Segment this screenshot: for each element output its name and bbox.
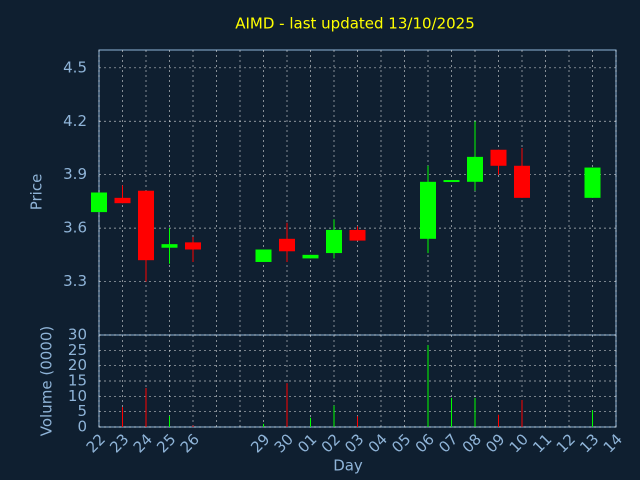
x-tick-label: 06	[412, 430, 438, 456]
x-tick-label: 24	[130, 430, 156, 456]
candle-body	[490, 149, 507, 166]
candle-body	[185, 242, 201, 250]
y-axis-label: Price	[28, 174, 46, 211]
candle-body	[349, 229, 366, 241]
x-tick-label: 04	[365, 430, 391, 456]
x-tick-label: 07	[435, 430, 461, 456]
x-tick-label: 14	[600, 430, 626, 456]
candle-body	[255, 249, 272, 262]
y2-tick-label: 0	[77, 418, 87, 436]
x-tick-label: 09	[482, 430, 508, 456]
x-tick-label: 23	[106, 430, 132, 456]
x-tick-label: 29	[247, 430, 273, 456]
candle-body	[326, 229, 342, 254]
y2-tick-label: 25	[68, 341, 87, 359]
x-tick-label: 10	[506, 430, 532, 456]
candle-body	[443, 180, 460, 183]
y-tick-label: 4.2	[63, 112, 87, 130]
x-tick-label: 01	[294, 430, 320, 456]
x-tick-label: 26	[177, 430, 203, 456]
candle-body	[302, 254, 319, 259]
candle-body	[91, 192, 107, 213]
y2-tick-label: 30	[68, 326, 87, 344]
y-tick-label: 4.5	[63, 58, 87, 76]
x-tick-label: 11	[529, 430, 555, 456]
chart-title: AIMD - last updated 13/10/2025	[235, 15, 475, 33]
candle-body	[161, 244, 178, 248]
candle-body	[114, 197, 131, 204]
y-tick-label: 3.6	[63, 219, 87, 237]
candle-body	[514, 165, 530, 198]
x-tick-label: 05	[388, 430, 414, 456]
x-tick-label: 02	[318, 430, 344, 456]
y2-tick-label: 5	[77, 402, 87, 420]
x-tick-label: 25	[153, 430, 179, 456]
y-tick-label: 3.9	[63, 165, 87, 183]
x-tick-label: 03	[341, 430, 367, 456]
x-tick-label: 13	[576, 430, 602, 456]
candle-body	[420, 181, 436, 239]
y-tick-label: 3.3	[63, 272, 87, 290]
x-tick-label: 12	[553, 430, 579, 456]
x-tick-label: 08	[459, 430, 485, 456]
candle-body	[467, 156, 483, 182]
y2-axis-label: Volume (0000)	[38, 326, 56, 436]
candle-body	[279, 238, 295, 252]
y2-tick-label: 10	[68, 387, 87, 405]
y2-tick-label: 15	[68, 372, 87, 390]
x-tick-label: 30	[271, 430, 297, 456]
candle-body	[584, 167, 601, 198]
price-frame	[98, 49, 617, 336]
x-axis-label: Day	[333, 457, 363, 475]
candle-body	[138, 190, 154, 261]
y2-tick-label: 20	[68, 356, 87, 374]
